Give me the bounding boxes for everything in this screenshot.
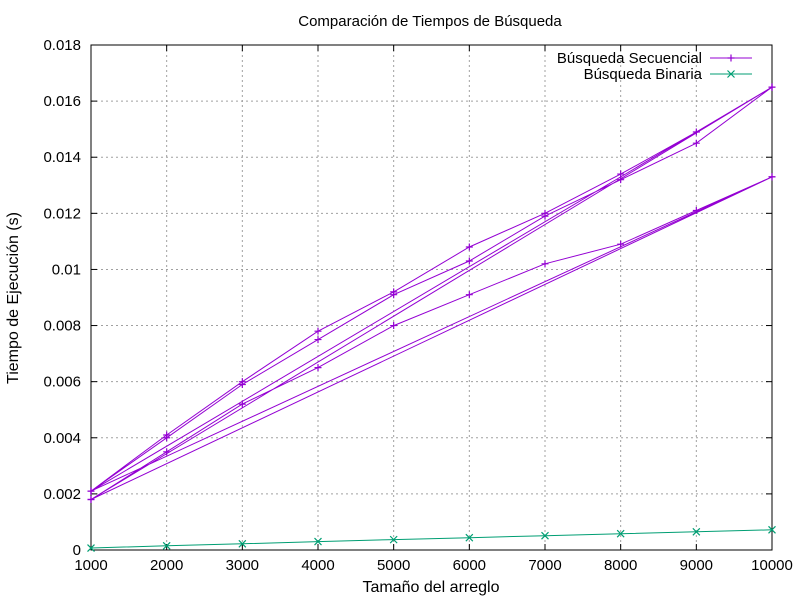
y-tick-label: 0.018 — [43, 37, 81, 54]
legend-label: Búsqueda Secuencial — [557, 50, 702, 67]
series-secuencial — [87, 83, 776, 503]
data-point — [465, 257, 473, 265]
x-tick-label: 6000 — [453, 557, 486, 574]
x-tick-label: 9000 — [680, 557, 713, 574]
legend-label: Búsqueda Binaria — [584, 66, 703, 83]
x-tick-label: 4000 — [301, 557, 334, 574]
data-point — [617, 176, 625, 184]
x-axis-label: Tamaño del arreglo — [363, 579, 500, 596]
data-point — [87, 487, 95, 495]
y-tick-label: 0.008 — [43, 318, 81, 335]
data-point — [87, 496, 95, 503]
data-point — [465, 291, 473, 299]
data-point — [692, 139, 700, 147]
y-tick-label: 0.002 — [43, 486, 81, 503]
data-point — [541, 260, 549, 268]
data-point — [389, 535, 398, 544]
data-point — [238, 400, 246, 408]
x-tick-label: 7000 — [528, 557, 561, 574]
series-line — [90, 529, 773, 549]
series-binaria — [87, 525, 776, 552]
y-tick-label: 0.014 — [43, 149, 81, 166]
data-point — [617, 240, 625, 248]
y-tick-label: 0.016 — [43, 93, 81, 110]
y-tick-label: 0.01 — [52, 261, 81, 278]
data-point — [238, 539, 247, 548]
legend-marker — [727, 54, 735, 62]
data-point — [541, 212, 549, 220]
data-point — [390, 291, 398, 299]
data-point — [768, 173, 776, 181]
data-point — [163, 434, 171, 442]
axes: 1000 2000 3000 4000 5000 6000 7000 8000 9000 1000… — [43, 37, 792, 574]
x-tick-label: 10000 — [751, 557, 793, 574]
y-tick-label: 0 — [73, 542, 81, 559]
x-tick-label: 2000 — [150, 557, 183, 574]
y-tick-label: 0.006 — [43, 374, 81, 391]
data-point — [390, 322, 398, 330]
data-point — [692, 128, 700, 136]
data-point — [465, 243, 473, 251]
series-layer — [87, 83, 776, 552]
data-point — [768, 83, 776, 91]
plot-border — [90, 44, 773, 551]
data-point — [162, 541, 171, 550]
x-tick-label: 3000 — [226, 557, 259, 574]
data-point — [314, 336, 322, 344]
chart-title: Comparación de Tiempos de Búsqueda — [298, 13, 562, 30]
data-point — [87, 544, 95, 552]
x-tick-label: 1000 — [74, 557, 107, 574]
data-point — [692, 527, 701, 536]
data-point — [768, 525, 776, 534]
data-point — [314, 537, 322, 546]
data-point — [616, 529, 625, 538]
data-point — [541, 531, 549, 540]
series-line — [90, 86, 773, 500]
data-point — [314, 327, 322, 335]
legend-marker — [727, 70, 735, 78]
grid — [91, 45, 772, 550]
data-point — [163, 448, 171, 456]
x-tick-label: 8000 — [604, 557, 637, 574]
y-tick-label: 0.012 — [43, 205, 81, 222]
data-point — [692, 207, 700, 215]
x-tick-label: 5000 — [377, 557, 410, 574]
y-tick-label: 0.004 — [43, 430, 81, 447]
y-axis-label: Tiempo de Ejecución (s) — [5, 212, 22, 384]
data-point — [465, 533, 474, 542]
data-point — [238, 380, 246, 388]
data-point — [314, 364, 322, 372]
